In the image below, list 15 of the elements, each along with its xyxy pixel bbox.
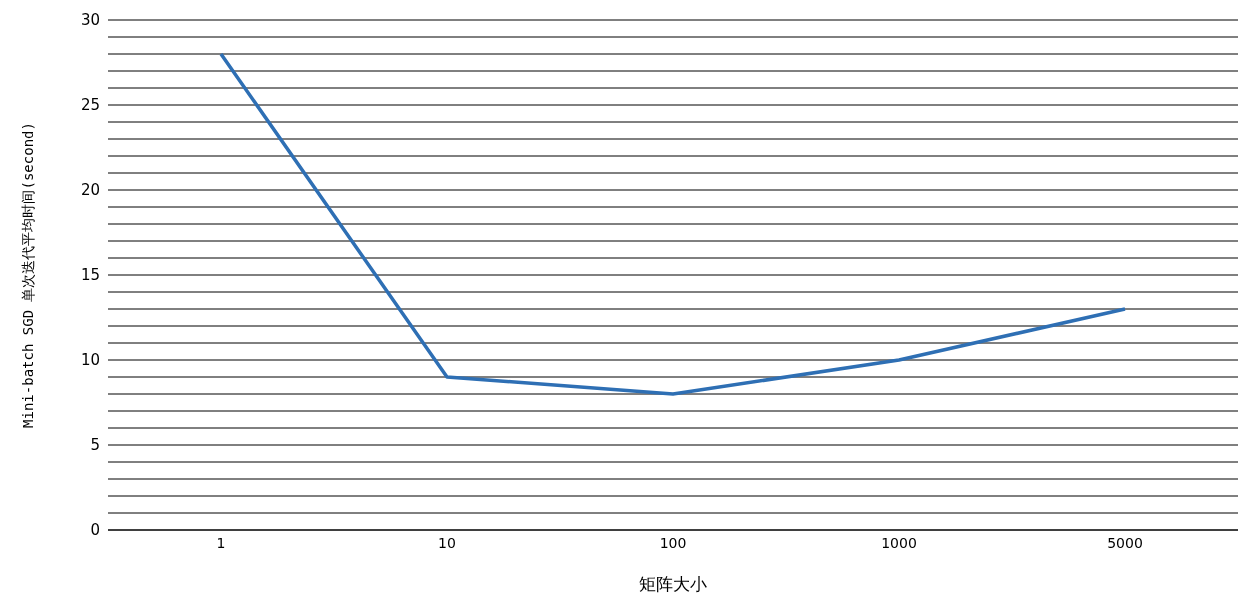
x-tick-label: 1: [216, 534, 226, 551]
y-tick-label: 20: [80, 181, 100, 200]
x-tick-label: 1000: [881, 534, 917, 551]
y-tick-label: 0: [90, 521, 100, 540]
y-tick-label: 25: [80, 96, 100, 115]
y-tick-label: 10: [80, 351, 100, 370]
y-tick-label: 5: [90, 436, 100, 455]
y-tick-label: 30: [80, 11, 100, 30]
x-axis-title: 矩阵大小: [639, 574, 707, 594]
x-tick-label: 10: [438, 534, 456, 551]
y-axis-title: Mini-batch SGD 单次迭代平均时间(second): [19, 122, 36, 428]
y-tick-label: 15: [80, 266, 100, 285]
x-tick-label: 5000: [1107, 534, 1143, 551]
line-series: [219, 52, 1127, 396]
x-tick-label: 100: [659, 534, 687, 551]
